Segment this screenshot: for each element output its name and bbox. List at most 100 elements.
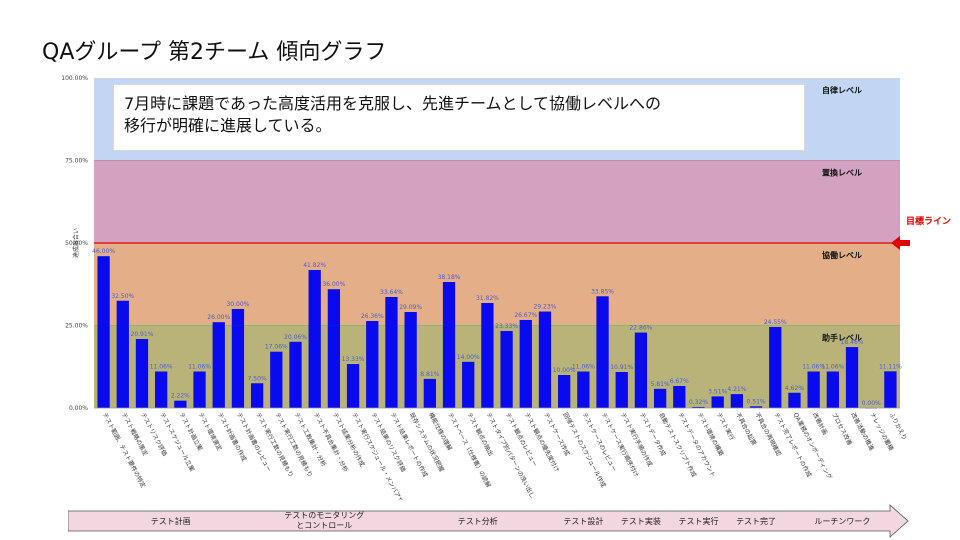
bar-7	[231, 309, 245, 408]
value-label-34: 0.51%	[747, 398, 766, 405]
phase-label-0: テスト計画	[151, 516, 191, 526]
bar-30	[673, 385, 686, 408]
value-label-28: 22.86%	[629, 325, 652, 332]
bar-16	[404, 312, 417, 408]
annotation-line-2: 移行が明確に進展している。	[124, 116, 332, 135]
category-label-29: 自動テストスクリプト作成	[657, 411, 698, 478]
value-label-12: 36.00%	[322, 281, 345, 288]
category-label-8: テスト実行工数の見積もり	[254, 411, 295, 478]
value-label-14: 26.36%	[361, 313, 384, 320]
value-label-26: 33.85%	[591, 288, 614, 295]
bar-20	[481, 302, 494, 408]
bar-24	[558, 375, 571, 408]
value-label-0: 46.00%	[92, 248, 115, 255]
bar-18	[442, 282, 456, 408]
bar-17	[423, 378, 436, 408]
bar-35	[769, 326, 782, 408]
category-label-26: テストケース実行順序付け	[600, 411, 641, 478]
y-tick-label-3: 75.00%	[65, 158, 88, 165]
bar-14	[366, 321, 379, 408]
bar-8	[250, 383, 264, 408]
value-label-35: 24.55%	[764, 319, 787, 326]
phase-label-5: テスト実行	[679, 516, 719, 526]
bar-31	[692, 406, 705, 408]
value-label-9: 17.06%	[265, 344, 288, 351]
annotation-line-1: 7月時に課題であった高度活用を克服し、先進チームとして協働レベルへの	[124, 94, 662, 113]
value-label-17: 8.81%	[420, 371, 439, 378]
category-label-3: テストスケジュール立案	[158, 411, 196, 473]
bar-37	[807, 371, 820, 408]
phase-label-7: ルーチンワーク	[814, 517, 870, 526]
bar-11	[308, 269, 321, 408]
bar-10	[289, 341, 302, 408]
value-label-25: 11.06%	[572, 364, 595, 371]
category-label-37: 改善計画	[811, 411, 829, 436]
category-label-22: テスト観点の優先度付け	[523, 411, 561, 473]
value-label-39: 18.46%	[841, 339, 864, 346]
band-2	[94, 160, 900, 243]
phase-arrow-band: テスト計画 テストのモニタリングとコントロール テスト分析 テスト設計 テスト実装 テスト…	[68, 504, 909, 538]
bar-5	[193, 371, 206, 408]
category-label-30: テストデータのアカウント	[677, 411, 718, 478]
y-tick-label-2: 50.00%	[65, 240, 88, 247]
value-label-24: 10.00%	[553, 367, 576, 374]
value-label-20: 31.82%	[476, 295, 499, 302]
value-label-19: 14.00%	[457, 354, 480, 361]
bar-26	[596, 296, 609, 408]
value-label-31: 0.32%	[689, 399, 708, 406]
bar-0	[97, 256, 110, 408]
category-label-7: テスト計画書のレビュー	[235, 411, 273, 473]
value-label-6: 26.00%	[207, 314, 230, 321]
bar-19	[462, 361, 475, 408]
value-label-41: 11.11%	[879, 363, 902, 370]
value-label-16: 29.09%	[399, 304, 422, 311]
bar-33	[730, 394, 744, 408]
bar-9	[270, 351, 283, 408]
y-tick-label-1: 25.00%	[65, 323, 88, 330]
bar-22	[519, 319, 532, 408]
band-label-0: 助手レベル	[822, 333, 862, 343]
value-label-3: 11.06%	[150, 364, 173, 371]
value-label-7: 30.00%	[226, 301, 249, 308]
bar-28	[634, 332, 648, 408]
bar-23	[538, 311, 552, 408]
category-label-14: テスト結果のリスク評価	[369, 411, 407, 473]
value-label-32: 3.51%	[708, 388, 727, 395]
bar-12	[327, 289, 341, 408]
y-tick-label-0: 0.00%	[69, 405, 88, 412]
bar-4	[174, 400, 187, 408]
value-label-4: 2.22%	[171, 393, 190, 400]
bar-1	[116, 300, 129, 408]
value-label-37: 11.06%	[802, 364, 825, 371]
phase-arrow	[68, 504, 909, 538]
y-tick-label-4: 100.00%	[61, 75, 88, 82]
bar-34	[749, 406, 763, 408]
band-0	[94, 325, 900, 408]
phase-label-4: テスト実装	[621, 516, 661, 526]
category-label-41: ふりかえり	[888, 412, 908, 442]
phase-label-1: テストのモニタリングとコントロール	[284, 510, 364, 530]
category-label-35: テスト完了レポートの作成	[772, 411, 813, 478]
value-label-36: 4.62%	[785, 385, 804, 392]
bar-21	[500, 331, 513, 408]
target-line-label: 目標ライン	[906, 215, 951, 227]
category-label-9: テスト実行工数の見積もり	[274, 411, 315, 478]
value-label-29: 5.81%	[651, 381, 670, 388]
value-label-8: 7.50%	[248, 375, 267, 382]
bar-2	[135, 338, 149, 408]
value-label-13: 13.33%	[342, 356, 365, 363]
bar-32	[711, 396, 724, 408]
phase-label-3: テスト設計	[563, 516, 603, 526]
value-label-15: 33.64%	[380, 289, 403, 296]
phase-label-2: テスト分析	[458, 516, 498, 526]
category-label-32: テスト実行	[715, 411, 736, 441]
phase-label-6: テスト完了	[736, 516, 776, 526]
band-label-3: 自律レベル	[822, 85, 862, 95]
bar-27	[615, 371, 628, 408]
band-label-1: 協働レベル	[822, 250, 862, 260]
value-label-5: 11.06%	[188, 364, 211, 371]
value-label-2: 20.91%	[131, 331, 154, 338]
bar-38	[826, 371, 839, 408]
value-label-21: 23.33%	[495, 323, 518, 330]
